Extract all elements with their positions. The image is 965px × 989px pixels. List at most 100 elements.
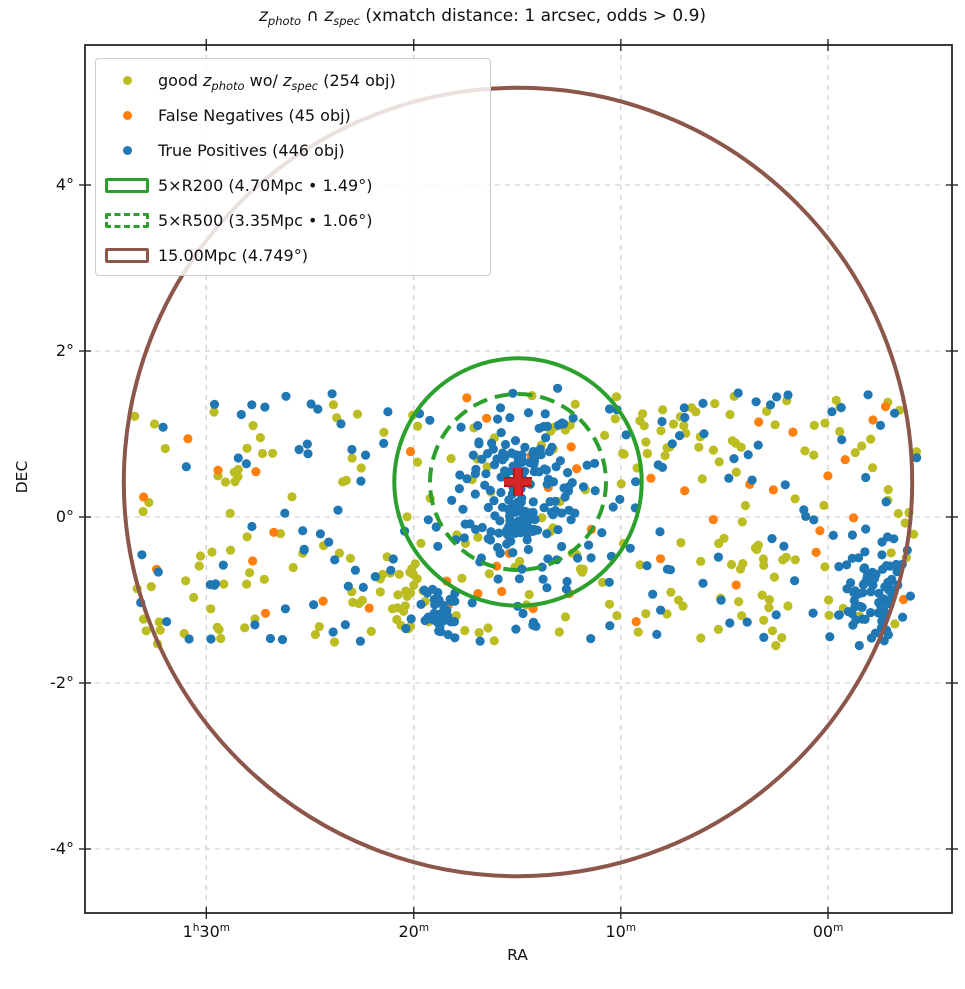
data-point bbox=[847, 530, 858, 540]
data-point bbox=[328, 627, 338, 637]
data-point bbox=[277, 635, 288, 645]
rect-swatch bbox=[105, 213, 149, 228]
data-point bbox=[330, 555, 340, 565]
data-point bbox=[675, 431, 685, 441]
legend-item-3: 5×R200 (4.70Mpc • 1.49°) bbox=[96, 168, 490, 203]
data-point bbox=[406, 614, 416, 624]
data-point bbox=[566, 442, 576, 452]
data-point bbox=[484, 569, 494, 579]
data-point bbox=[560, 612, 571, 622]
rect-swatch bbox=[105, 248, 149, 263]
data-point bbox=[842, 584, 852, 594]
data-point bbox=[616, 479, 626, 489]
data-point bbox=[433, 541, 443, 551]
data-point bbox=[582, 460, 592, 470]
data-point bbox=[303, 449, 313, 459]
data-point bbox=[489, 636, 499, 646]
data-point bbox=[808, 608, 818, 618]
data-point bbox=[247, 400, 257, 410]
data-point bbox=[714, 457, 724, 467]
data-point bbox=[860, 614, 870, 625]
data-point bbox=[236, 409, 246, 420]
data-point bbox=[809, 450, 819, 460]
data-point bbox=[900, 518, 910, 528]
data-point bbox=[541, 433, 551, 443]
x-tick-text: 1 bbox=[182, 922, 193, 941]
legend-label-part: False Negatives (45 obj) bbox=[158, 106, 351, 125]
data-point bbox=[733, 388, 743, 398]
data-point bbox=[543, 554, 553, 564]
data-point bbox=[500, 439, 511, 450]
data-point bbox=[820, 418, 830, 428]
data-point bbox=[750, 543, 761, 553]
data-point bbox=[809, 420, 819, 430]
data-point bbox=[487, 438, 497, 448]
data-point bbox=[699, 429, 709, 439]
legend-label: 5×R500 (3.35Mpc • 1.06°) bbox=[158, 211, 372, 230]
data-point bbox=[347, 444, 357, 455]
data-point bbox=[260, 608, 271, 618]
data-point bbox=[218, 560, 228, 570]
data-point bbox=[153, 567, 163, 577]
data-point bbox=[615, 494, 625, 504]
data-point bbox=[356, 476, 366, 486]
data-point bbox=[517, 457, 527, 467]
data-point bbox=[666, 587, 676, 597]
data-point bbox=[641, 437, 651, 447]
data-point bbox=[568, 413, 578, 423]
data-point bbox=[566, 515, 576, 525]
data-point bbox=[676, 538, 686, 548]
data-point bbox=[686, 403, 697, 413]
data-point bbox=[769, 572, 780, 582]
data-point bbox=[495, 548, 505, 558]
data-point bbox=[139, 492, 149, 502]
data-point bbox=[240, 623, 250, 633]
data-point bbox=[280, 508, 290, 518]
data-point bbox=[497, 586, 507, 597]
data-point bbox=[242, 532, 252, 542]
data-point bbox=[482, 413, 492, 423]
data-point bbox=[288, 562, 298, 573]
data-point bbox=[771, 610, 781, 620]
data-point bbox=[604, 577, 614, 587]
data-point bbox=[767, 626, 778, 636]
data-point bbox=[206, 634, 216, 644]
data-point bbox=[542, 529, 552, 539]
data-point bbox=[820, 562, 830, 572]
data-point bbox=[783, 390, 793, 400]
data-point bbox=[299, 544, 309, 554]
data-point bbox=[713, 552, 724, 562]
data-point bbox=[747, 475, 757, 485]
data-point bbox=[764, 603, 774, 613]
data-point bbox=[658, 405, 668, 415]
data-point bbox=[447, 495, 457, 505]
data-point bbox=[518, 608, 528, 619]
data-point bbox=[880, 402, 891, 412]
data-point bbox=[837, 435, 847, 445]
data-point bbox=[496, 487, 506, 498]
data-point bbox=[725, 409, 735, 420]
data-point bbox=[698, 398, 708, 408]
legend-label: True Positives (446 obj) bbox=[158, 141, 345, 160]
data-point bbox=[883, 485, 893, 495]
data-point bbox=[473, 421, 483, 431]
data-point bbox=[801, 511, 811, 521]
data-point bbox=[483, 623, 493, 633]
plot-title: zphoto ∩ zspec (xmatch distance: 1 arcse… bbox=[0, 6, 965, 28]
data-point bbox=[537, 562, 547, 572]
data-point bbox=[546, 507, 557, 517]
data-point bbox=[824, 595, 834, 605]
data-point bbox=[502, 539, 512, 549]
x-tick-sup: m bbox=[833, 922, 844, 934]
data-point bbox=[835, 426, 845, 437]
data-point bbox=[511, 624, 521, 634]
data-point bbox=[668, 419, 679, 429]
data-point bbox=[495, 516, 505, 526]
data-point bbox=[725, 618, 735, 628]
data-point bbox=[696, 556, 706, 567]
legend-dot-marker bbox=[96, 146, 158, 155]
data-point bbox=[590, 458, 600, 468]
legend-label: 5×R200 (4.70Mpc • 1.49°) bbox=[158, 176, 372, 195]
x-tick-text: 30 bbox=[199, 922, 220, 941]
data-point bbox=[754, 417, 764, 427]
